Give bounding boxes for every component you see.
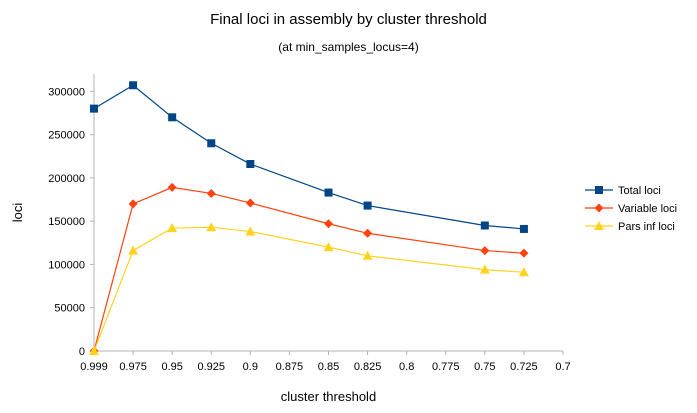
data-point-pars-inf-loci xyxy=(206,222,217,232)
x-axis-title: cluster threshold xyxy=(281,389,376,404)
x-axis-ticks: 0.999 0.975 0.95 0.925 0.9 0.875 0.85 0.825 0.8 0… xyxy=(80,351,571,373)
legend-marker xyxy=(594,203,604,213)
data-point-variable-loci xyxy=(245,198,255,208)
x-tick-label: 0.825 xyxy=(354,361,382,373)
data-point-pars-inf-loci xyxy=(323,242,334,252)
legend-item-pars-inf-loci: Pars inf loci xyxy=(585,221,675,233)
data-point-total-loci xyxy=(363,201,372,210)
x-tick-label: 0.75 xyxy=(474,361,495,373)
y-tick-label: 250000 xyxy=(48,130,85,142)
legend-item-total-loci: Total loci xyxy=(585,185,661,197)
x-tick-label: 0.775 xyxy=(432,361,460,373)
y-axis-ticks: 0 50000 100000 150000 200000 250000 300000 xyxy=(48,86,94,358)
legend: Total loci Variable loci Pars inf loci xyxy=(585,185,677,233)
series-variable-loci xyxy=(89,182,529,356)
data-point-pars-inf-loci xyxy=(245,226,256,236)
series-total-loci xyxy=(90,81,528,233)
data-point-variable-loci xyxy=(128,199,138,209)
series-line-total-loci xyxy=(93,84,524,230)
data-point-total-loci xyxy=(129,81,138,90)
data-point-variable-loci xyxy=(363,228,373,238)
data-point-pars-inf-loci xyxy=(362,250,373,260)
y-tick-label: 100000 xyxy=(48,259,85,271)
chart-subtitle: (at min_samples_locus=4) xyxy=(278,40,419,54)
legend-item-variable-loci: Variable loci xyxy=(585,203,677,215)
data-point-pars-inf-loci xyxy=(518,267,529,277)
series-line-pars-inf-loci xyxy=(93,226,524,352)
data-point-pars-inf-loci xyxy=(167,223,178,233)
x-tick-label: 0.9 xyxy=(243,361,258,373)
data-point-variable-loci xyxy=(206,188,216,198)
y-axis-title: loci xyxy=(10,203,25,223)
data-point-total-loci xyxy=(480,221,489,230)
y-tick-label: 50000 xyxy=(54,303,85,315)
y-tick-label: 200000 xyxy=(48,173,85,185)
data-point-total-loci xyxy=(324,188,333,197)
x-tick-label: 0.85 xyxy=(318,361,339,373)
legend-marker xyxy=(595,186,603,194)
data-point-total-loci xyxy=(90,104,98,113)
x-tick-label: 0.95 xyxy=(161,361,182,373)
data-point-total-loci xyxy=(207,139,216,148)
data-point-pars-inf-loci xyxy=(89,346,99,355)
y-tick-label: 150000 xyxy=(48,216,85,228)
x-tick-label: 0.725 xyxy=(510,361,538,373)
legend-label: Total loci xyxy=(618,185,661,197)
data-point-pars-inf-loci xyxy=(128,245,139,255)
x-tick-label: 0.925 xyxy=(197,361,225,373)
legend-marker xyxy=(594,221,604,230)
x-tick-label: 0.875 xyxy=(276,361,304,373)
y-tick-label: 0 xyxy=(79,346,85,358)
data-point-total-loci xyxy=(519,224,528,233)
axes xyxy=(93,74,563,352)
data-point-variable-loci xyxy=(324,219,333,229)
data-point-total-loci xyxy=(246,160,255,169)
series-layer xyxy=(89,81,529,356)
x-tick-label: 0.975 xyxy=(119,361,147,373)
x-tick-label: 0.7 xyxy=(555,361,570,373)
x-tick-label: 0.999 xyxy=(80,361,108,373)
data-point-variable-loci xyxy=(480,246,490,256)
legend-label: Variable loci xyxy=(618,203,677,215)
data-point-pars-inf-loci xyxy=(479,264,490,274)
data-point-variable-loci xyxy=(519,248,529,258)
y-tick-label: 300000 xyxy=(48,86,85,98)
series-pars-inf-loci xyxy=(89,222,529,355)
x-tick-label: 0.8 xyxy=(399,361,414,373)
legend-label: Pars inf loci xyxy=(618,221,675,233)
data-point-total-loci xyxy=(168,113,177,122)
chart-title: Final loci in assembly by cluster thresh… xyxy=(210,11,487,28)
data-point-variable-loci xyxy=(167,182,177,192)
series-line-variable-loci xyxy=(93,186,524,352)
